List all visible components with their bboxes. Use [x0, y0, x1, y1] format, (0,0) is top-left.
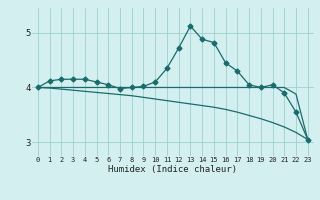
X-axis label: Humidex (Indice chaleur): Humidex (Indice chaleur): [108, 165, 237, 174]
